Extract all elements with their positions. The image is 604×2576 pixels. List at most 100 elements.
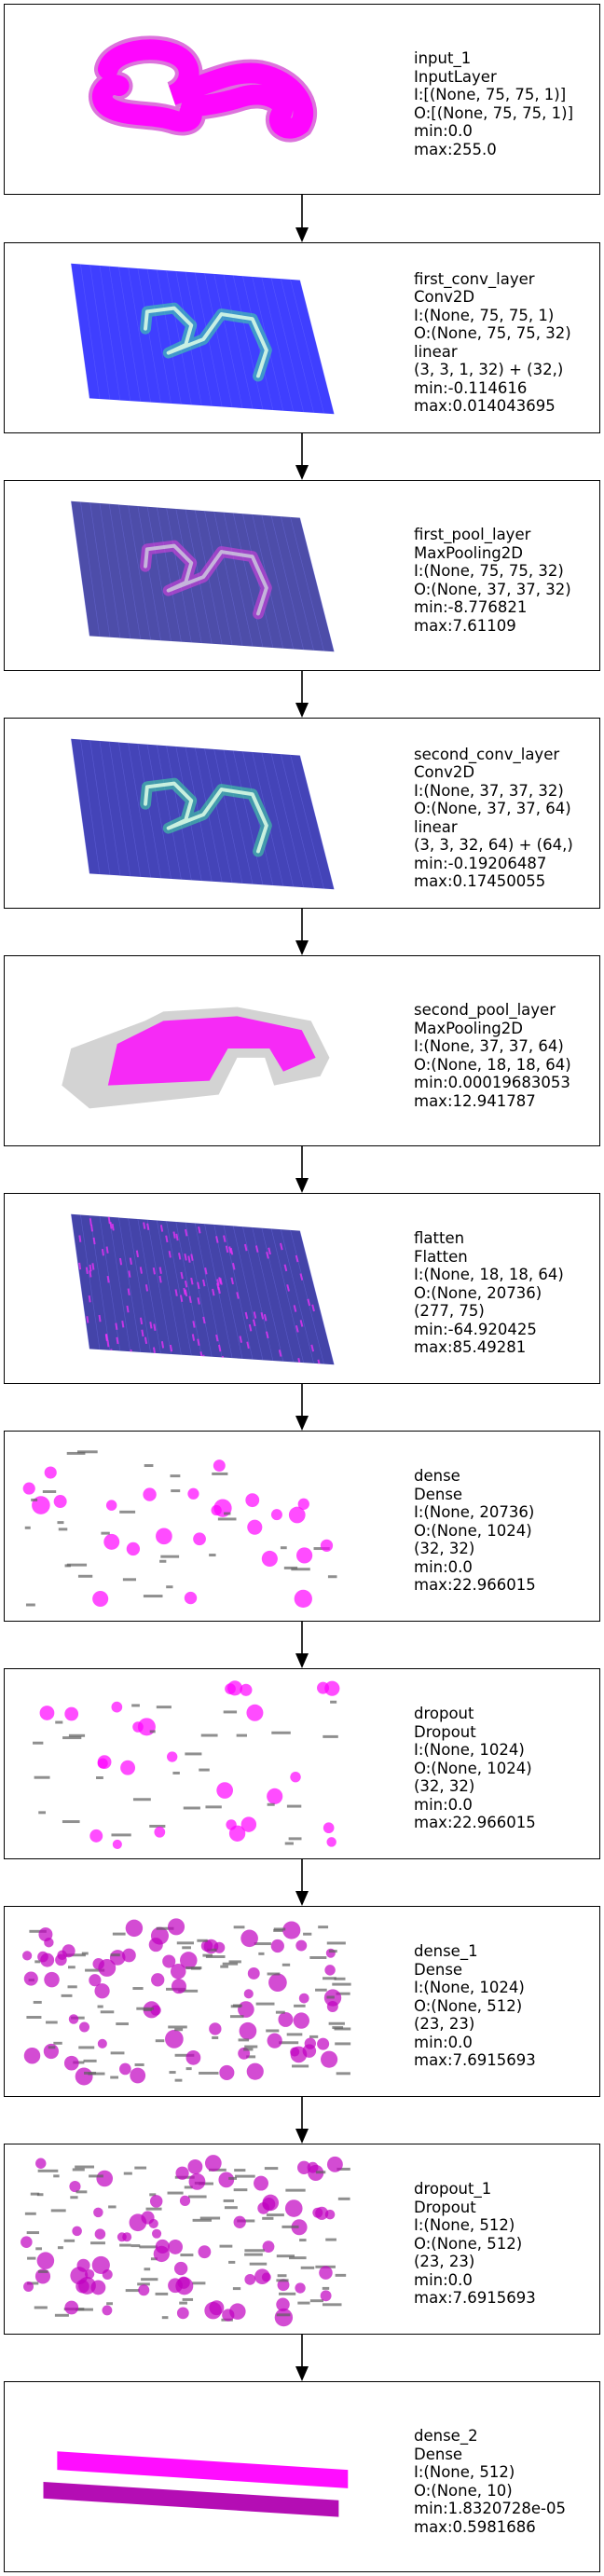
activation-mark bbox=[89, 1264, 92, 1272]
activation-dash bbox=[182, 2297, 194, 2301]
activation-dash bbox=[134, 2166, 147, 2170]
grid-line bbox=[146, 268, 172, 404]
activation-spot bbox=[185, 2049, 201, 2065]
activation-dash bbox=[276, 2279, 289, 2282]
activation-dash bbox=[144, 1464, 154, 1468]
activation-spot bbox=[55, 1953, 67, 1966]
activation-mark bbox=[91, 1263, 95, 1270]
activation-spot bbox=[93, 2207, 103, 2218]
activation-spot bbox=[171, 1979, 186, 1994]
activation-spot bbox=[247, 1967, 260, 1980]
activation-mark bbox=[174, 1289, 178, 1296]
layer-detail: max:7.6915693 bbox=[414, 2289, 536, 2308]
activation-spot bbox=[23, 2281, 34, 2293]
activation-dash bbox=[76, 1450, 98, 1454]
activation-dash bbox=[233, 1925, 245, 1929]
layer-type: InputLayer bbox=[414, 67, 497, 86]
activation-dash bbox=[30, 2192, 40, 2196]
activation-mark bbox=[218, 1344, 222, 1352]
activation-dash bbox=[78, 2046, 95, 2049]
activation-dash bbox=[33, 1741, 44, 1745]
activation-spot bbox=[222, 2309, 235, 2322]
layer-detail: min:-0.19206487 bbox=[414, 854, 547, 872]
grid-line bbox=[70, 738, 90, 874]
activation-dash bbox=[283, 1566, 298, 1569]
activation-spot bbox=[63, 2055, 79, 2071]
activation-mark bbox=[239, 1336, 242, 1343]
activation-mark bbox=[279, 1242, 283, 1251]
activation-spot bbox=[69, 2180, 81, 2193]
activation-mark bbox=[175, 1233, 179, 1241]
grid-line bbox=[157, 269, 182, 404]
activation-spot bbox=[105, 1500, 117, 1511]
layer-type: Dropout bbox=[414, 2198, 476, 2216]
activation-mark bbox=[299, 1320, 304, 1327]
grid-line bbox=[299, 517, 335, 652]
activation-dash bbox=[205, 1955, 226, 1959]
layer-visualization bbox=[21, 2155, 350, 2327]
layer-detail: O:(None, 20736) bbox=[414, 1283, 542, 1302]
activation-dash bbox=[249, 2262, 268, 2266]
layer-detail: (32, 32) bbox=[414, 1540, 475, 1558]
activation-mark bbox=[184, 1280, 188, 1288]
activation-mark bbox=[152, 1267, 156, 1275]
activation-dash bbox=[281, 2225, 299, 2228]
activation-spot bbox=[200, 1939, 213, 1953]
grid-line bbox=[223, 512, 254, 647]
activation-mark bbox=[190, 1254, 194, 1261]
activation-dash bbox=[185, 1752, 202, 1756]
activation-spot bbox=[112, 1839, 122, 1849]
activation-dash bbox=[228, 1960, 241, 1964]
grid-line bbox=[281, 1229, 314, 1363]
activation-dash bbox=[110, 2051, 125, 2055]
activation-dash bbox=[244, 2045, 258, 2048]
activation-dash bbox=[199, 2216, 221, 2220]
activation-dash bbox=[309, 1956, 327, 1959]
activation-dash bbox=[199, 1768, 210, 1772]
layer-box: dense Dense I:(None, 20736) O:(None, 1024)(… bbox=[4, 1431, 600, 1622]
activation-spot bbox=[39, 1706, 55, 1720]
activation-spot bbox=[173, 2261, 188, 2276]
activation-dash bbox=[155, 2039, 165, 2043]
activation-dash bbox=[161, 2316, 169, 2320]
activation-dash bbox=[132, 1987, 144, 1991]
activation-dash bbox=[112, 1932, 126, 1936]
layer-info: input_1 InputLayer I:[(None, 75, 75, 1)] O:… bbox=[414, 49, 573, 158]
activation-dash bbox=[137, 2282, 150, 2286]
activation-dash bbox=[62, 1736, 82, 1740]
layer-detail: max:0.014043695 bbox=[414, 397, 556, 415]
activation-spot bbox=[297, 1498, 309, 1510]
activation-dash bbox=[34, 1960, 41, 1964]
activation-mark bbox=[146, 1223, 150, 1231]
layer-info: dense_1 Dense I:(None, 1024) O:(None, 512)(… bbox=[414, 1942, 536, 2070]
activation-mark bbox=[192, 1321, 196, 1328]
activation-dash bbox=[328, 2021, 345, 2025]
activation-dash bbox=[294, 2004, 306, 2007]
activation-mark bbox=[295, 1325, 299, 1333]
activation-spot bbox=[267, 2033, 282, 2048]
layer-detail: O:(None, 1024) bbox=[414, 1759, 532, 1777]
activation-spot bbox=[53, 1495, 67, 1509]
activation-mark bbox=[215, 1236, 219, 1243]
layer-detail: min:-0.114616 bbox=[414, 378, 528, 397]
grid-line bbox=[270, 753, 304, 888]
activation-dash bbox=[318, 1925, 329, 1929]
activation-spot bbox=[97, 2038, 107, 2048]
activation-mark bbox=[265, 1331, 269, 1339]
activation-dash bbox=[134, 2062, 144, 2066]
arrow-head bbox=[295, 465, 309, 480]
activation-dash bbox=[297, 2301, 310, 2305]
activation-spot bbox=[91, 2255, 110, 2275]
layer-detail: max:255.0 bbox=[414, 140, 497, 158]
activation-spot bbox=[282, 1921, 301, 1939]
activation-mark bbox=[90, 1224, 94, 1232]
flow-arrow bbox=[295, 1146, 309, 1193]
grid-line bbox=[232, 275, 264, 410]
activation-dash bbox=[184, 2185, 193, 2189]
grid-line bbox=[290, 754, 324, 889]
activation-spot bbox=[278, 2011, 294, 2027]
layer-detail: O:(None, 10) bbox=[414, 2481, 513, 2500]
activation-spot bbox=[22, 1951, 33, 1961]
activation-mark bbox=[115, 1322, 118, 1330]
activation-spot bbox=[244, 2273, 256, 2285]
